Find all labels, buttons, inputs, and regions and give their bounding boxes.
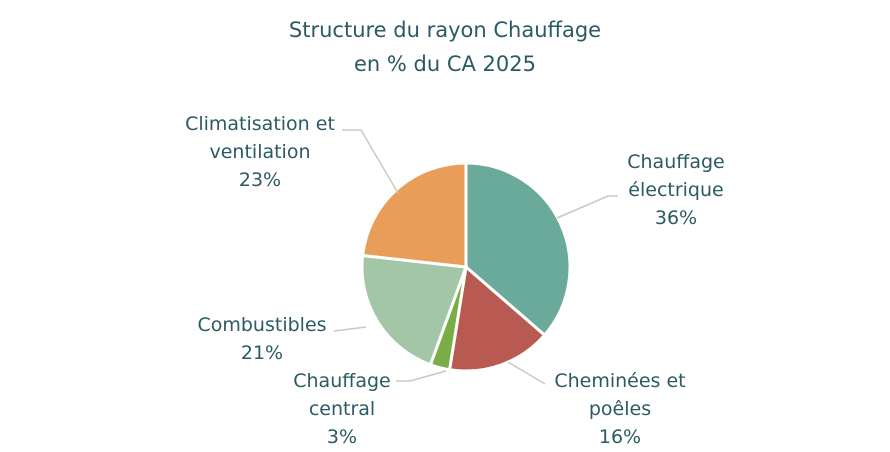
leader-line — [396, 370, 447, 382]
value-label: 16% — [598, 426, 642, 448]
slice-label: Cheminées et poêles 16% — [540, 367, 700, 451]
leader-line — [556, 195, 618, 219]
value-label: 23% — [238, 169, 282, 191]
slice-label: Combustibles 21% — [182, 311, 342, 367]
value-label: 36% — [654, 207, 698, 229]
category-label: Climatisation et ventilation — [185, 113, 335, 163]
category-label: Chauffage central — [293, 370, 391, 420]
category-label: Combustibles — [197, 314, 327, 336]
chart-title: Structure du rayon Chauffage — [288, 18, 602, 42]
pie-slice — [360, 253, 469, 367]
category-label: Cheminées et poêles — [554, 370, 686, 420]
pie-slice — [447, 264, 547, 373]
leader-line — [507, 361, 546, 385]
value-label: 3% — [326, 426, 358, 448]
category-label: Chauffage électrique — [627, 151, 725, 201]
slice-label: Climatisation et ventilation 23% — [170, 110, 350, 194]
slice-label: Chauffage électrique 36% — [596, 148, 756, 232]
pie-slice — [464, 161, 572, 338]
slice-label: Chauffage central 3% — [272, 367, 412, 451]
leader-line — [342, 129, 399, 194]
value-label: 21% — [240, 342, 284, 364]
pie-slice — [360, 161, 468, 269]
chart-subtitle: en % du CA 2025 — [354, 52, 536, 76]
leader-line — [333, 326, 367, 332]
